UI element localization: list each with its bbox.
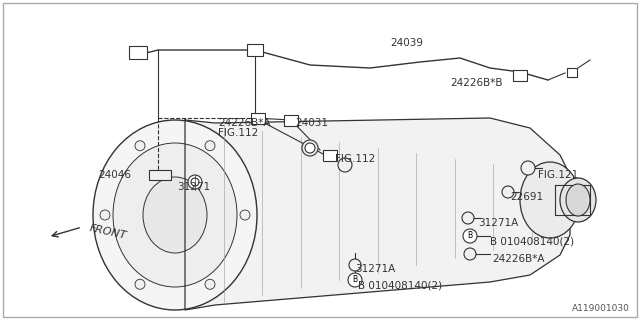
Ellipse shape: [93, 120, 257, 310]
Ellipse shape: [205, 141, 215, 151]
Ellipse shape: [462, 212, 474, 224]
Text: 24039: 24039: [390, 38, 423, 48]
Ellipse shape: [348, 273, 362, 287]
Ellipse shape: [305, 143, 315, 153]
Text: 31271: 31271: [177, 182, 210, 192]
Ellipse shape: [143, 177, 207, 253]
Ellipse shape: [188, 175, 202, 189]
Ellipse shape: [135, 279, 145, 289]
Text: B: B: [353, 276, 358, 284]
Ellipse shape: [205, 279, 215, 289]
Ellipse shape: [566, 184, 590, 216]
Bar: [284, 115, 298, 125]
Ellipse shape: [191, 178, 199, 186]
Ellipse shape: [113, 143, 237, 287]
Ellipse shape: [240, 210, 250, 220]
Polygon shape: [185, 118, 570, 310]
Bar: [149, 170, 171, 180]
Bar: [251, 113, 265, 124]
Text: B: B: [467, 231, 472, 241]
Text: FIG.121: FIG.121: [538, 170, 579, 180]
Bar: [247, 44, 263, 56]
Text: FRONT: FRONT: [88, 223, 127, 241]
Ellipse shape: [520, 162, 580, 238]
Ellipse shape: [100, 210, 110, 220]
Text: 22691: 22691: [510, 192, 543, 202]
Ellipse shape: [502, 186, 514, 198]
Text: 24226B*A: 24226B*A: [218, 118, 271, 128]
Polygon shape: [555, 185, 590, 215]
Bar: [129, 45, 147, 59]
Text: 24226B*B: 24226B*B: [450, 78, 502, 88]
Bar: [323, 149, 337, 161]
Ellipse shape: [302, 140, 318, 156]
Text: 24031: 24031: [295, 118, 328, 128]
Ellipse shape: [349, 259, 361, 271]
Bar: [567, 68, 577, 76]
Text: B 010408140(2): B 010408140(2): [358, 280, 442, 290]
Ellipse shape: [464, 248, 476, 260]
Text: A119001030: A119001030: [572, 304, 630, 313]
Text: 31271A: 31271A: [355, 264, 396, 274]
Text: FIG.112: FIG.112: [335, 154, 375, 164]
Text: B 010408140(2): B 010408140(2): [490, 236, 574, 246]
Text: FIG.112: FIG.112: [218, 128, 259, 138]
Ellipse shape: [135, 141, 145, 151]
Text: 24226B*A: 24226B*A: [492, 254, 545, 264]
Text: 24046: 24046: [98, 170, 131, 180]
Bar: [513, 69, 527, 81]
Ellipse shape: [338, 158, 352, 172]
Ellipse shape: [560, 178, 596, 222]
Ellipse shape: [521, 161, 535, 175]
Ellipse shape: [463, 229, 477, 243]
Text: 31271A: 31271A: [478, 218, 518, 228]
